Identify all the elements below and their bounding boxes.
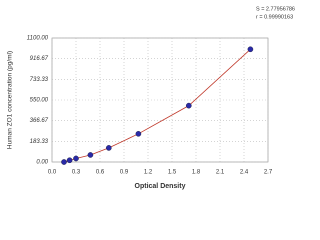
x-tick-label: 0.3 bbox=[72, 170, 81, 176]
chart: Optical Density Human ZO1 concentration … bbox=[7, 6, 295, 190]
x-axis-label: Optical Density bbox=[135, 183, 186, 190]
point bbox=[135, 131, 142, 137]
annotation: r = 0.99990163 bbox=[256, 14, 293, 20]
x-tick-label: 1.8 bbox=[192, 170, 201, 176]
x-tick-label: 1.5 bbox=[168, 170, 177, 176]
x-tick-label: 0.9 bbox=[120, 170, 129, 176]
y-axis-label: Human ZO1 concentration (pg/ml) bbox=[7, 51, 14, 149]
annotation: S = 2.77956786 bbox=[256, 6, 295, 12]
x-tick-label: 0.6 bbox=[96, 170, 105, 176]
point bbox=[61, 159, 67, 165]
point bbox=[73, 155, 79, 162]
point bbox=[106, 145, 112, 151]
y-tick-label: 366.67 bbox=[30, 118, 49, 124]
y-tick-label: 1100.00 bbox=[27, 36, 49, 42]
x-tick-label: 2.1 bbox=[216, 170, 225, 176]
x-tick-label: 2.7 bbox=[264, 170, 273, 176]
y-tick-label: 916.67 bbox=[30, 56, 49, 62]
x-tick-label: 1.2 bbox=[144, 170, 153, 176]
y-tick-label: 183.33 bbox=[30, 139, 49, 145]
y-tick-label: 733.33 bbox=[30, 77, 49, 83]
x-tick-label: 2.4 bbox=[240, 170, 249, 176]
y-tick-label: 550.00 bbox=[30, 98, 49, 104]
point bbox=[247, 46, 254, 53]
y-tick-label: 0.00 bbox=[36, 160, 48, 166]
x-tick-label: 0.0 bbox=[48, 170, 57, 176]
point bbox=[185, 102, 192, 109]
point bbox=[66, 157, 73, 164]
point bbox=[87, 152, 94, 158]
